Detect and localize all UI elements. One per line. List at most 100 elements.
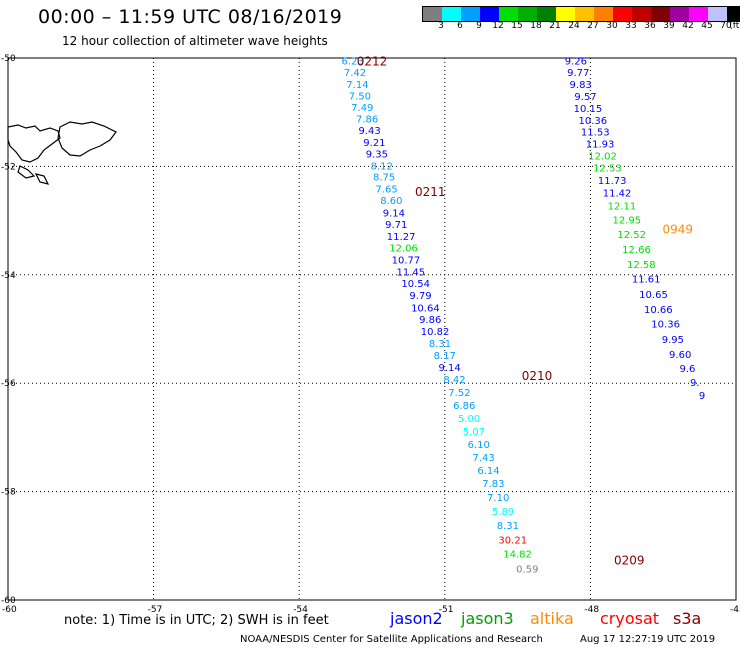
wave-height-label: 9.14 xyxy=(439,363,461,374)
color-scale-label: 45 xyxy=(701,21,713,31)
lat-tick-label: -50 xyxy=(1,54,16,64)
color-scale-label: 3 xyxy=(438,21,444,31)
wave-height-label: 9.86 xyxy=(419,315,441,326)
wave-height-label: 10.77 xyxy=(392,256,421,267)
wave-height-label: 11.45 xyxy=(397,268,426,279)
map-subtitle: 12 hour collection of altimeter wave hei… xyxy=(62,34,328,48)
wave-height-label: 11.61 xyxy=(632,275,661,286)
wave-height-label: 30.21 xyxy=(498,535,527,546)
color-swatch xyxy=(499,7,518,21)
color-scale-label: 42 xyxy=(682,21,694,31)
lon-tick-label: -60 xyxy=(2,605,17,615)
color-scale-label: 6 xyxy=(457,21,463,31)
wave-height-label: 6.14 xyxy=(477,466,499,477)
wave-height-label: 6.86 xyxy=(453,401,475,412)
color-scale-label: (ft) xyxy=(729,21,740,31)
lat-tick-label: -52 xyxy=(1,162,16,172)
wave-height-label: 11.53 xyxy=(581,128,610,139)
legend-cryosat: cryosat xyxy=(600,609,660,628)
wave-height-label: 12.02 xyxy=(588,152,617,163)
coastline xyxy=(7,121,117,185)
wave-height-label: 10.54 xyxy=(401,279,430,290)
wave-height-label: 9.26 xyxy=(565,57,587,68)
legend-jason2: jason2 xyxy=(390,609,443,628)
lat-tick-label: -60 xyxy=(1,596,16,606)
wave-height-label: 8.60 xyxy=(380,196,402,207)
wave-height-label: 9.21 xyxy=(363,138,385,149)
wave-height-label: 11.93 xyxy=(586,140,615,151)
lon-tick-label: -51 xyxy=(439,605,454,615)
color-swatch xyxy=(442,7,461,21)
color-swatch xyxy=(423,7,442,21)
color-swatch xyxy=(632,7,651,21)
color-scale-bar xyxy=(422,6,740,22)
wave-height-label: 8.31 xyxy=(429,339,451,350)
wave-height-label: 7.83 xyxy=(482,479,504,490)
wave-height-label: 7.10 xyxy=(487,493,509,504)
lat-tick-label: -54 xyxy=(1,271,16,281)
generated-timestamp: Aug 17 12:27:19 UTC 2019 xyxy=(580,634,716,645)
wave-height-label: 7.50 xyxy=(349,91,371,102)
wave-height-label: 7.49 xyxy=(351,103,373,114)
lon-tick-label: -48 xyxy=(584,605,599,615)
wave-height-label: 9 xyxy=(699,391,705,402)
color-swatch xyxy=(651,7,670,21)
credit-line: NOAA/NESDIS Center for Satellite Applica… xyxy=(240,634,543,645)
color-scale-label: 70 xyxy=(720,21,732,31)
wave-height-label: 5.00 xyxy=(458,414,480,425)
color-swatch xyxy=(613,7,632,21)
wave-height-label: 10.36 xyxy=(579,116,608,127)
color-scale-label: 30 xyxy=(606,21,618,31)
wave-height-label: 10.82 xyxy=(421,327,450,338)
color-swatch xyxy=(461,7,480,21)
wave-height-label: 9.83 xyxy=(570,80,592,91)
legend-s3a: s3a xyxy=(673,609,702,628)
color-swatch xyxy=(575,7,594,21)
pass-time-label: 0210 xyxy=(522,369,553,383)
wave-height-label: 9.35 xyxy=(366,149,388,160)
color-scale-label: 24 xyxy=(568,21,580,31)
wave-height-label: 9.14 xyxy=(383,208,405,219)
wave-height-label: 10.64 xyxy=(411,303,440,314)
wave-height-label: 7.14 xyxy=(346,80,368,91)
color-scale-label: 27 xyxy=(587,21,599,31)
lon-tick-label: -45 xyxy=(730,605,740,615)
wave-height-label: 8.17 xyxy=(434,351,456,362)
color-swatch xyxy=(727,7,740,21)
wave-height-label: 12.06 xyxy=(389,244,418,255)
wave-height-label: 9.77 xyxy=(567,68,589,79)
wave-height-label: 0.59 xyxy=(516,565,538,576)
pass-time-label: 0211 xyxy=(415,185,446,199)
wave-height-label: 9.79 xyxy=(409,291,431,302)
color-scale-label: 39 xyxy=(663,21,675,31)
color-scale-label: 18 xyxy=(530,21,542,31)
color-swatch xyxy=(556,7,575,21)
wave-height-label: 12.95 xyxy=(612,216,641,227)
wave-height-label: 8.42 xyxy=(443,375,465,386)
pass-time-label: 0209 xyxy=(614,553,645,567)
wave-height-label: 5.07 xyxy=(463,427,485,438)
lon-tick-label: -54 xyxy=(293,605,308,615)
legend-altika: altika xyxy=(530,609,574,628)
color-swatch xyxy=(670,7,689,21)
wave-height-label: 5.89 xyxy=(492,507,514,518)
wave-height-label: 11.73 xyxy=(598,176,627,187)
footnote: note: 1) Time is in UTC; 2) SWH is in fe… xyxy=(64,613,329,628)
color-scale-label: 21 xyxy=(549,21,561,31)
wave-height-label: 6.23 xyxy=(341,57,363,68)
color-swatch xyxy=(594,7,613,21)
wave-height-label: 10.65 xyxy=(639,290,668,301)
wave-height-label: 8.31 xyxy=(497,521,519,532)
wave-height-label: 10.15 xyxy=(574,104,603,115)
color-scale-label: 36 xyxy=(644,21,656,31)
wave-height-label: 6.10 xyxy=(468,440,490,451)
color-scale-label: 12 xyxy=(492,21,504,31)
color-scale-label: 33 xyxy=(625,21,637,31)
pass-time-label: 0212 xyxy=(357,55,388,69)
lat-tick-label: -56 xyxy=(1,379,16,389)
wave-height-label: 8.12 xyxy=(371,161,393,172)
wave-height-label: 7.65 xyxy=(375,185,397,196)
wave-height-label: 7.86 xyxy=(356,115,378,126)
lat-tick-label: -58 xyxy=(1,488,16,498)
